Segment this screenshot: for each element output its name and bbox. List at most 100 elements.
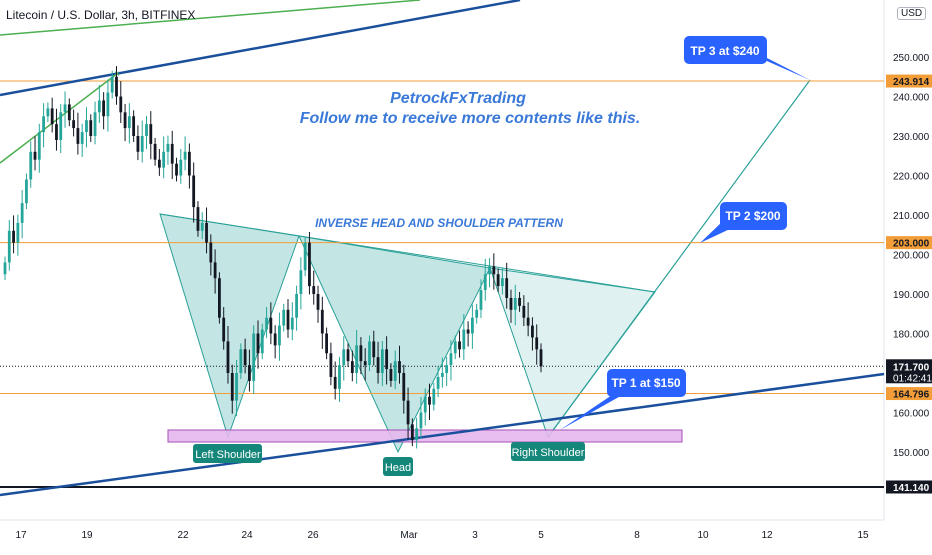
candle bbox=[200, 212, 204, 240]
x-tick-label: 19 bbox=[81, 530, 93, 541]
candle-body bbox=[127, 116, 131, 129]
candle bbox=[123, 104, 127, 142]
candle-body bbox=[140, 136, 144, 152]
candle bbox=[475, 303, 479, 324]
candle bbox=[380, 341, 384, 387]
candle bbox=[492, 253, 496, 290]
candle bbox=[346, 343, 350, 368]
candle-body bbox=[93, 112, 97, 136]
candle-body bbox=[355, 345, 359, 373]
candle bbox=[372, 330, 376, 366]
candle-body bbox=[209, 242, 213, 263]
candle-body bbox=[187, 151, 191, 176]
candle-body bbox=[496, 274, 500, 287]
candle-body bbox=[398, 361, 401, 373]
candle bbox=[303, 236, 307, 277]
candle-body bbox=[29, 151, 33, 180]
candle-body bbox=[192, 175, 196, 208]
right-shoulder-label: Right Shoulder bbox=[511, 442, 585, 461]
candle bbox=[59, 104, 63, 153]
candle bbox=[312, 270, 316, 305]
candle-body bbox=[359, 345, 363, 362]
candle-body bbox=[183, 151, 187, 160]
y-tick-label: 250.000 bbox=[893, 53, 930, 64]
candle bbox=[363, 348, 367, 381]
candle-body bbox=[67, 104, 71, 121]
currency-button[interactable]: USD bbox=[897, 7, 927, 20]
x-tick-label: 3 bbox=[472, 530, 478, 541]
candle-body bbox=[248, 365, 251, 381]
candle-body bbox=[501, 278, 504, 287]
candle-body bbox=[115, 76, 118, 97]
candle bbox=[385, 336, 389, 385]
candle bbox=[445, 356, 449, 387]
candle-body bbox=[7, 230, 11, 263]
candle bbox=[350, 350, 354, 382]
candle bbox=[479, 279, 483, 319]
candle bbox=[106, 79, 110, 132]
candle-body bbox=[492, 266, 496, 275]
candle bbox=[12, 215, 15, 254]
candle bbox=[153, 137, 157, 166]
candle bbox=[179, 149, 183, 184]
price-tag-label: 171.700 bbox=[893, 362, 930, 373]
y-tick-label: 200.000 bbox=[893, 251, 930, 262]
price-tag-1 bbox=[886, 236, 932, 250]
candle-body bbox=[363, 361, 367, 366]
candle bbox=[252, 325, 256, 394]
candle-body bbox=[346, 349, 350, 362]
candle-body bbox=[509, 297, 513, 310]
price-tag-sublabel: 01:42:41 bbox=[893, 373, 932, 384]
candle bbox=[46, 102, 50, 123]
candle-body bbox=[505, 278, 509, 298]
candle bbox=[325, 327, 328, 360]
candle-body bbox=[539, 349, 543, 367]
candle bbox=[440, 357, 444, 388]
candle-body bbox=[303, 242, 307, 271]
candle-body bbox=[436, 376, 440, 389]
candle bbox=[145, 115, 148, 150]
x-tick-label: 12 bbox=[761, 530, 773, 541]
candle bbox=[333, 361, 337, 400]
tp3-text: TP 3 at $240 bbox=[690, 44, 759, 58]
candle-body bbox=[46, 108, 50, 117]
tp3-label[interactable]: TP 3 at $240 bbox=[684, 36, 810, 80]
candle bbox=[320, 296, 324, 349]
x-tick-label: 10 bbox=[697, 530, 709, 541]
follow-text: Follow me to receive more contents like … bbox=[300, 110, 641, 127]
candle bbox=[102, 92, 106, 130]
candle-body bbox=[376, 357, 380, 373]
candle bbox=[265, 307, 268, 338]
candle-body bbox=[466, 329, 470, 334]
candle-body bbox=[16, 222, 20, 243]
candle bbox=[338, 356, 341, 402]
candle bbox=[449, 340, 453, 381]
candle-body bbox=[423, 396, 427, 413]
candle bbox=[453, 335, 457, 360]
tp1-label[interactable]: TP 1 at $150 bbox=[560, 369, 686, 430]
x-tick-label: 5 bbox=[538, 530, 544, 541]
candle-body bbox=[179, 159, 183, 176]
candle-body bbox=[89, 120, 93, 136]
candle bbox=[80, 123, 84, 157]
candle bbox=[175, 157, 178, 182]
candle bbox=[72, 109, 76, 137]
candle bbox=[376, 341, 380, 384]
candle bbox=[76, 112, 80, 155]
brand-title: PetrockFxTrading bbox=[390, 90, 526, 107]
candle-body bbox=[110, 76, 114, 93]
candle bbox=[462, 314, 466, 360]
candle-body bbox=[162, 151, 166, 168]
candle bbox=[496, 268, 500, 293]
candle-body bbox=[166, 143, 170, 152]
candle bbox=[89, 114, 93, 142]
candle bbox=[187, 143, 191, 189]
candle-body bbox=[235, 373, 238, 401]
tp2-label[interactable]: TP 2 $200 bbox=[700, 202, 787, 243]
candle-body bbox=[483, 274, 487, 291]
lower-trendline bbox=[0, 372, 885, 497]
candle-body bbox=[230, 373, 234, 401]
candle bbox=[50, 97, 54, 133]
candle bbox=[458, 330, 461, 358]
